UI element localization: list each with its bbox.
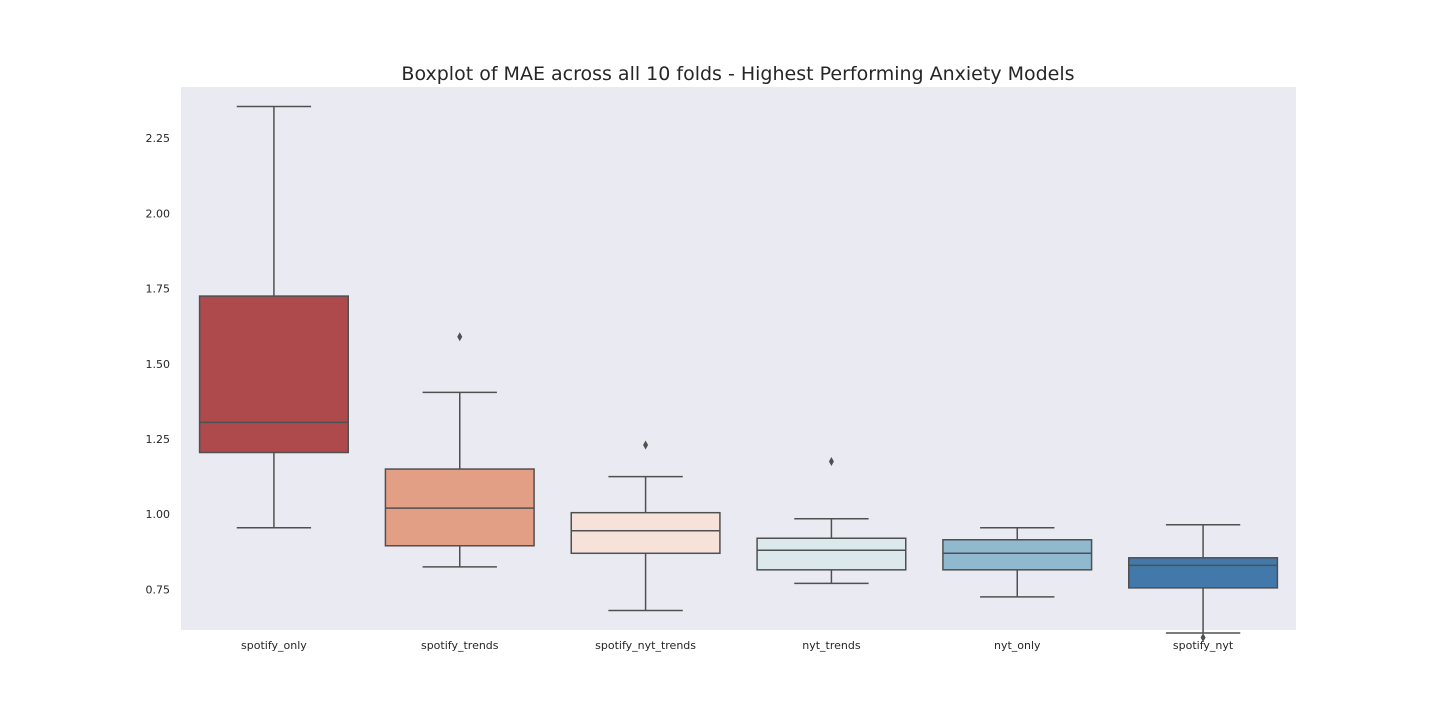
y-tick-label: 1.00 — [146, 508, 171, 521]
outlier-point — [1200, 633, 1206, 643]
outlier-point — [457, 332, 463, 342]
boxes-group — [198, 105, 1279, 643]
y-tick-label: 1.25 — [146, 433, 171, 446]
y-tick-label: 1.75 — [146, 283, 171, 296]
chart-title: Boxplot of MAE across all 10 folds - Hig… — [401, 63, 1074, 85]
box-nyt_only — [942, 526, 1093, 598]
box-iqr — [198, 295, 349, 454]
outlier-point — [643, 440, 649, 450]
box-spotify_nyt — [1128, 523, 1279, 643]
box-spotify_only — [198, 105, 349, 529]
box-iqr — [1128, 557, 1279, 589]
box-iqr — [756, 537, 907, 571]
box-spotify_nyt_trends — [570, 440, 721, 612]
box-spotify_trends — [384, 332, 535, 568]
box-iqr — [942, 539, 1093, 571]
box-iqr — [570, 511, 721, 555]
outlier-point — [828, 457, 834, 467]
y-tick-label: 0.75 — [146, 583, 171, 596]
x-tick-label: nyt_trends — [802, 639, 861, 652]
y-tick-label: 2.25 — [146, 132, 171, 145]
y-axis-ticks: 0.75 1.00 1.25 1.50 1.75 2.00 2.25 — [146, 132, 171, 596]
x-tick-label: nyt_only — [994, 639, 1041, 652]
x-tick-label: spotify_nyt_trends — [595, 639, 696, 652]
plot-area — [181, 87, 1296, 630]
x-tick-label: spotify_trends — [421, 639, 499, 652]
x-tick-label: spotify_only — [241, 639, 307, 652]
box-nyt_trends — [756, 457, 907, 585]
y-tick-label: 1.50 — [146, 358, 171, 371]
x-tick-label: spotify_nyt — [1173, 639, 1234, 652]
y-tick-label: 2.00 — [146, 207, 171, 220]
x-axis-ticks: spotify_only spotify_trends spotify_nyt_tr… — [241, 639, 1234, 652]
box-iqr — [384, 468, 535, 547]
